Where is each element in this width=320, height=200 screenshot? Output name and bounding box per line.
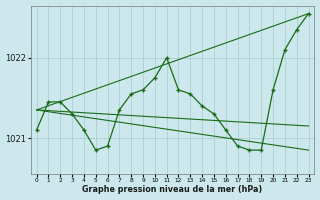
X-axis label: Graphe pression niveau de la mer (hPa): Graphe pression niveau de la mer (hPa) [83,185,263,194]
